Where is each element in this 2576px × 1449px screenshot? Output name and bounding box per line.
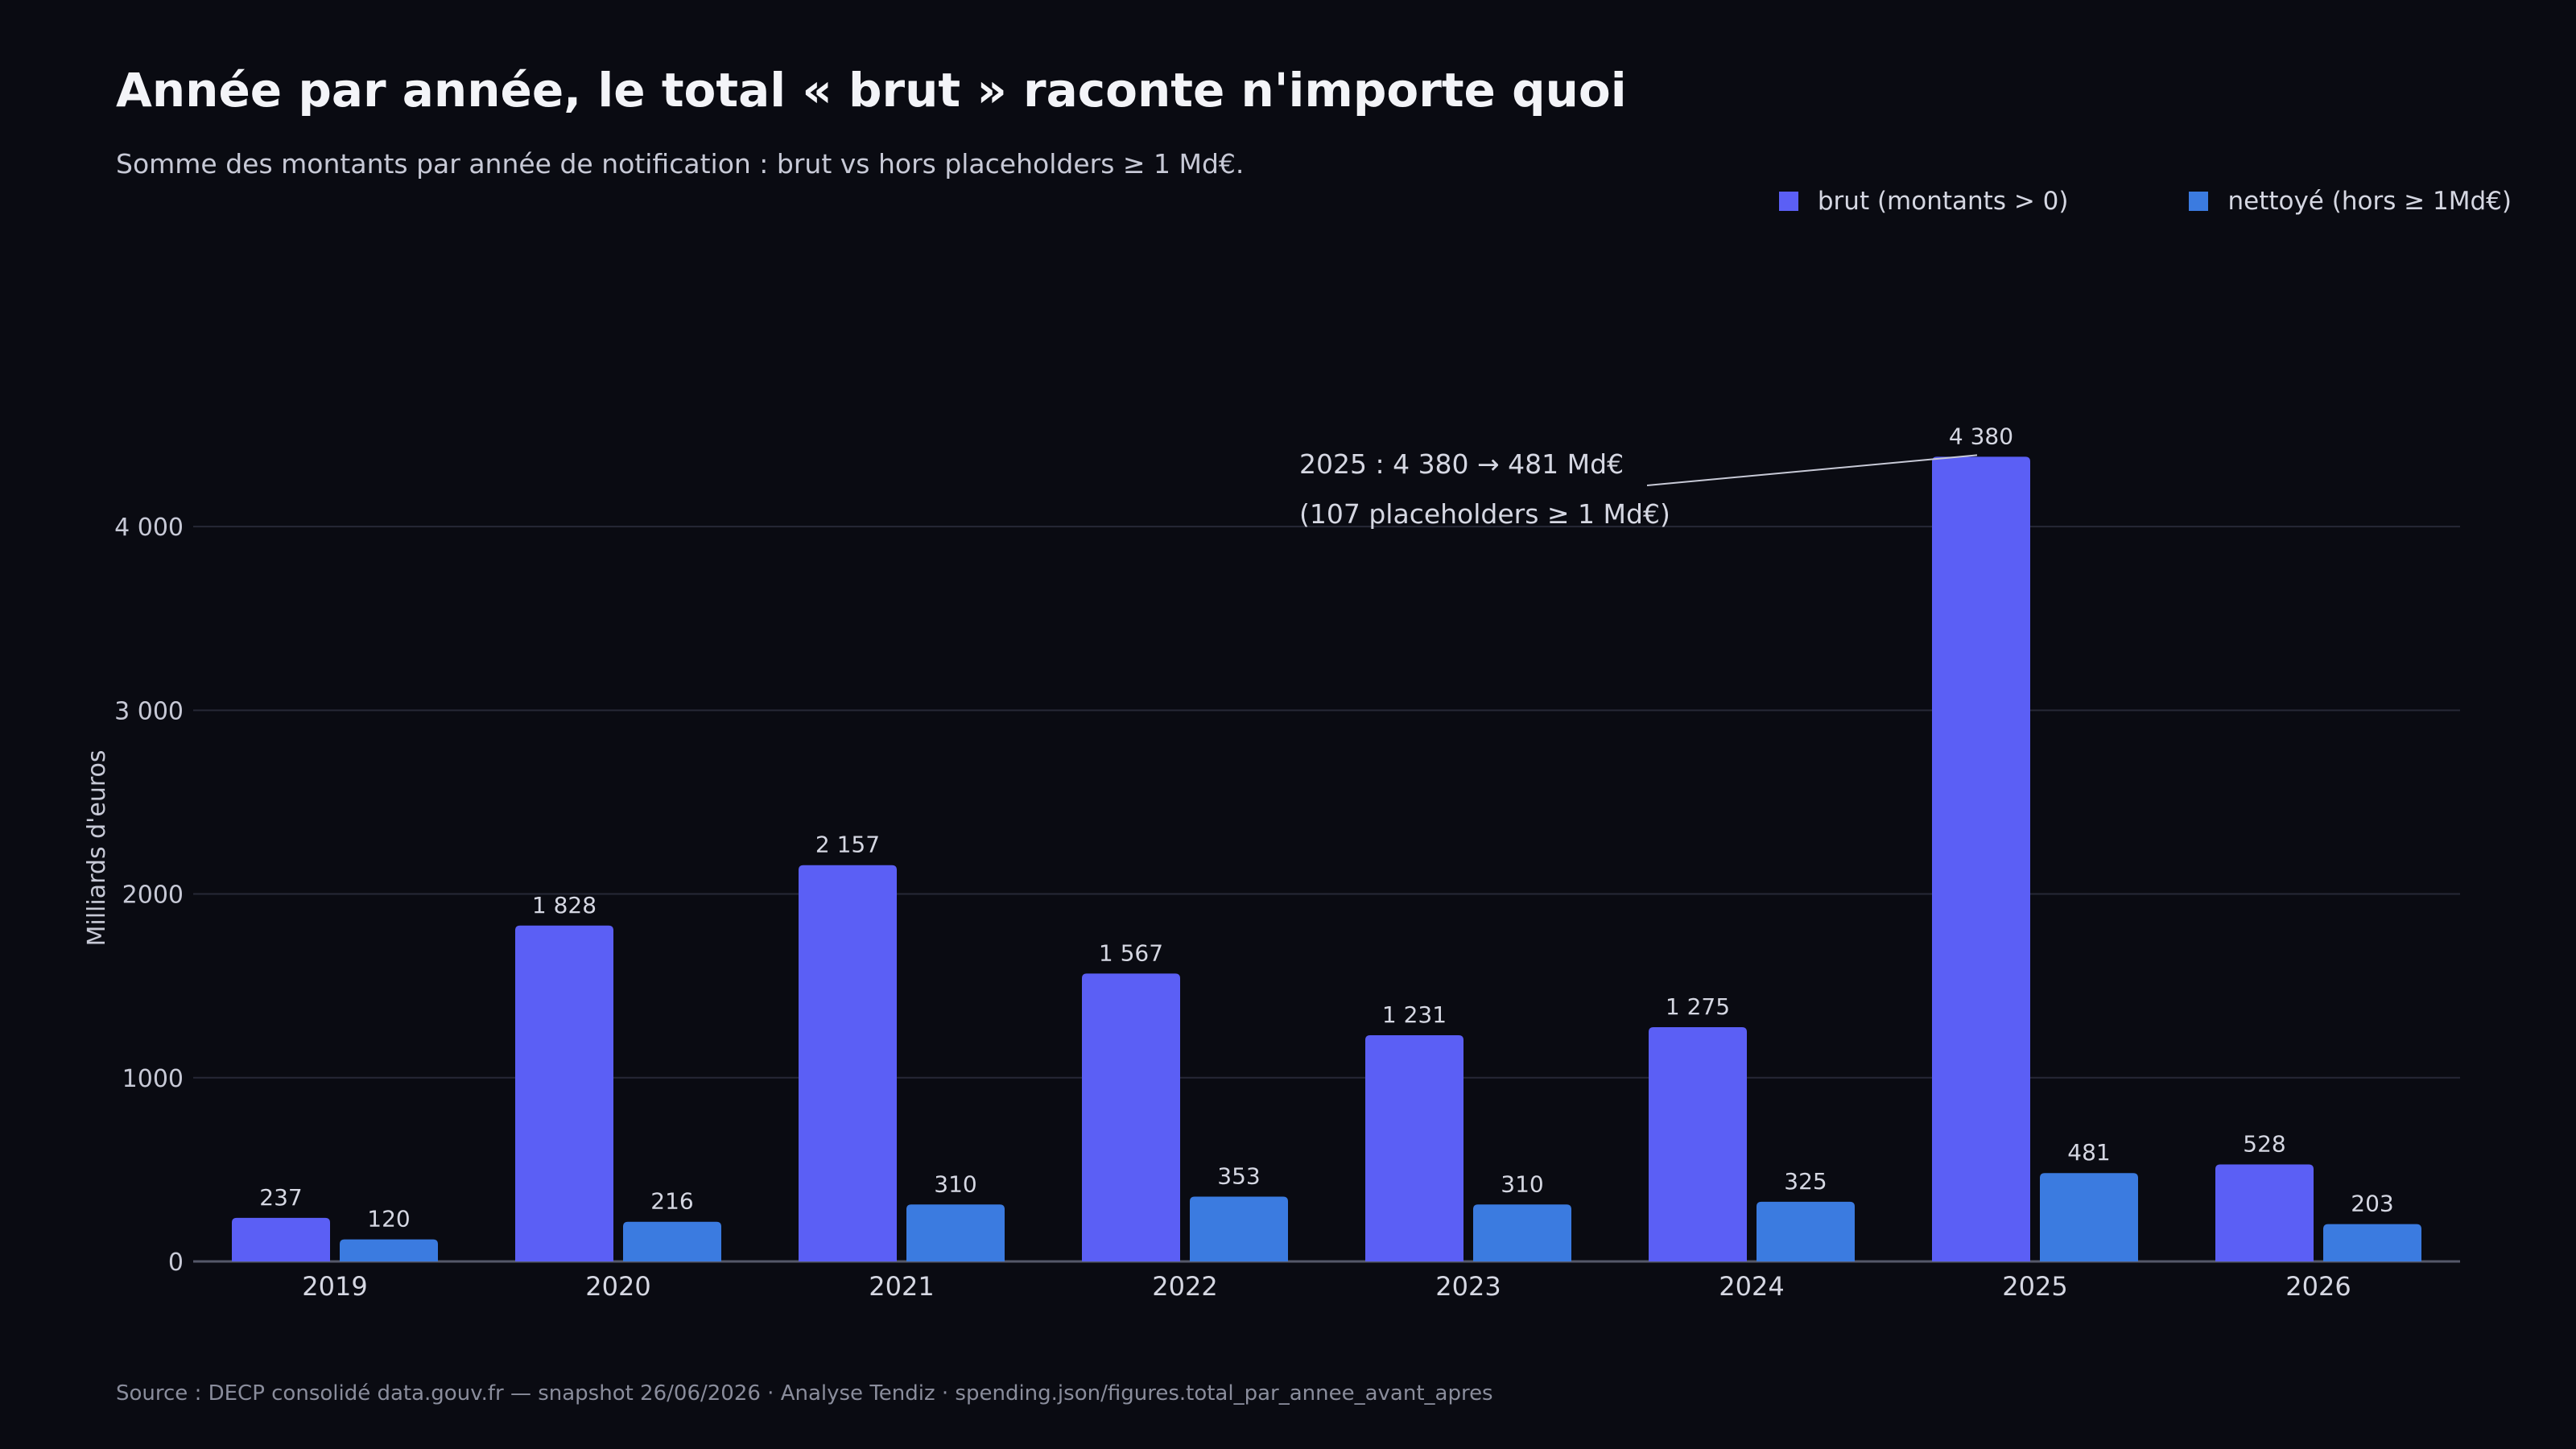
y-axis-label: Milliards d'euros [83, 749, 111, 946]
bar-brut [1365, 1035, 1463, 1261]
bar-nettoye [340, 1239, 438, 1261]
x-tick-label: 2023 [1435, 1271, 1501, 1302]
x-tick-label: 2022 [1152, 1271, 1217, 1302]
data-label: 310 [1501, 1170, 1543, 1197]
data-label: 237 [259, 1184, 302, 1211]
data-label: 325 [1784, 1168, 1827, 1195]
chart-title: Année par année, le total « brut » racon… [116, 63, 1627, 118]
legend-swatch-nettoye [2189, 192, 2209, 211]
annotation-line-1: 2025 : 4 380 → 481 Md€ [1299, 448, 1624, 480]
source-note: Source : DECP consolidé data.gouv.fr — s… [116, 1381, 1493, 1406]
bar-brut [1932, 456, 2030, 1261]
y-tick-label: 3 000 [114, 697, 184, 725]
legend-item-nettoye: nettoyé (hors ≥ 1Md€) [2189, 187, 2512, 216]
data-label: 481 [2067, 1139, 2110, 1166]
legend: brut (montants > 0) nettoyé (hors ≥ 1Md€… [1778, 187, 2512, 216]
legend-swatch-brut [1778, 192, 1798, 211]
bar-brut [1082, 973, 1180, 1261]
data-label: 353 [1217, 1162, 1260, 1189]
bar-nettoye [1190, 1196, 1288, 1261]
bar-nettoye [2040, 1173, 2138, 1261]
annotation-leader-line [1646, 454, 1978, 486]
legend-item-brut: brut (montants > 0) [1778, 187, 2069, 216]
data-label: 1 567 [1099, 939, 1163, 966]
x-tick-label: 2024 [1719, 1271, 1784, 1302]
bar-nettoye [2323, 1224, 2421, 1261]
x-tick-label: 2025 [2002, 1271, 2067, 1302]
data-label: 216 [650, 1188, 693, 1215]
bar-brut [232, 1217, 330, 1261]
bar-nettoye [1473, 1204, 1571, 1261]
y-tick-label: 1000 [122, 1065, 184, 1093]
data-label: 2 157 [815, 832, 880, 858]
legend-label-nettoye: nettoyé (hors ≥ 1Md€) [2227, 187, 2512, 216]
x-tick-label: 2019 [302, 1271, 367, 1302]
data-label: 203 [2351, 1191, 2393, 1217]
bar-brut [799, 865, 897, 1261]
data-label: 1 275 [1666, 993, 1730, 1020]
bar-nettoye [906, 1204, 1005, 1261]
bar-brut [515, 925, 613, 1261]
bar-nettoye [623, 1221, 721, 1261]
y-tick-label: 4 000 [114, 514, 184, 542]
y-tick-label: 0 [168, 1249, 184, 1277]
data-label: 528 [2243, 1130, 2285, 1157]
x-tick-label: 2020 [585, 1271, 650, 1302]
data-label: 120 [367, 1206, 410, 1232]
data-label: 1 231 [1382, 1001, 1447, 1028]
data-label: 1 828 [532, 892, 597, 919]
y-tick-label: 2000 [122, 881, 184, 910]
chart-subtitle: Somme des montants par année de notifica… [116, 148, 1245, 180]
bar-brut [2215, 1164, 2314, 1261]
annotation-line-2: (107 placeholders ≥ 1 Md€) [1299, 498, 1670, 530]
x-tick-label: 2026 [2285, 1271, 2351, 1302]
x-tick-label: 2021 [869, 1271, 934, 1302]
legend-label-brut: brut (montants > 0) [1817, 187, 2069, 216]
data-label: 310 [934, 1170, 976, 1197]
bar-nettoye [1757, 1201, 1855, 1261]
data-label: 4 380 [1949, 423, 2013, 449]
bar-brut [1649, 1027, 1747, 1261]
